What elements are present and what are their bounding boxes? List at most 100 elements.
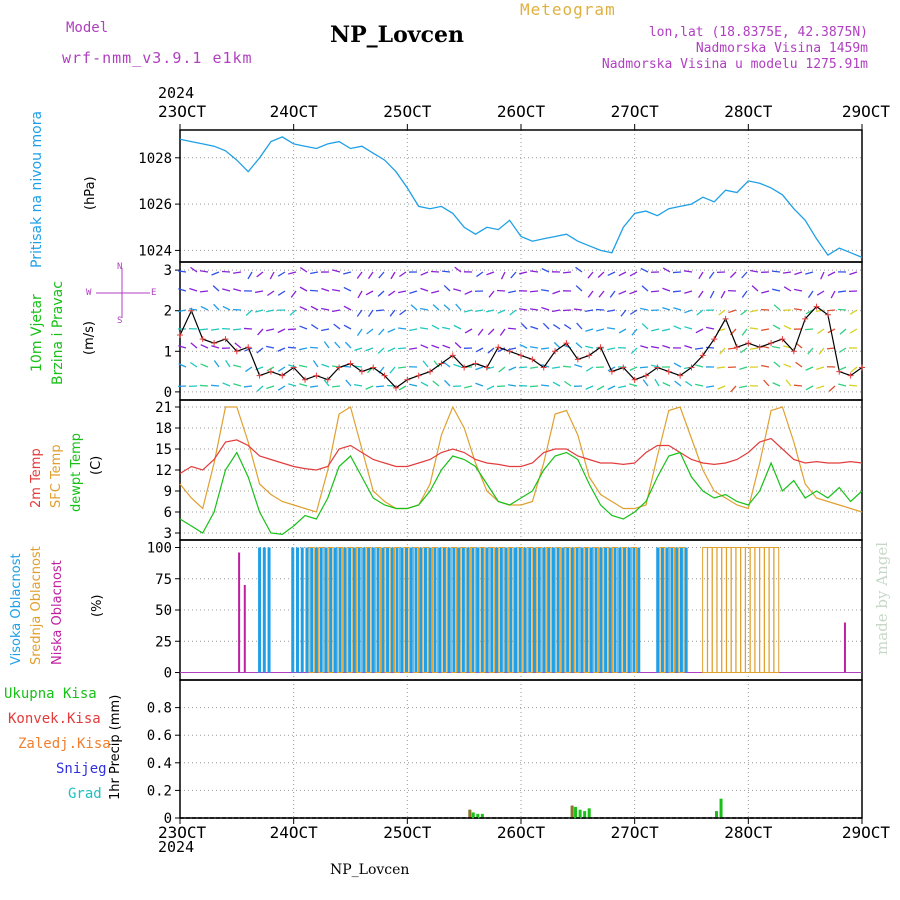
y-tick-label: 12 <box>155 463 172 479</box>
wind-arrow <box>772 382 781 387</box>
wind-arrow <box>705 385 715 388</box>
x-tick-label-bottom: 28OCT <box>724 823 773 842</box>
wind-arrow <box>519 271 528 275</box>
wind-arrow <box>785 379 792 387</box>
wind-arrow <box>408 347 418 350</box>
bar-precip-conv <box>570 805 574 818</box>
wind-arrow <box>442 326 451 330</box>
wind-arrow <box>486 271 495 276</box>
compass-e: E <box>151 288 157 298</box>
wind-arrow <box>365 347 374 352</box>
wind-arrow <box>310 271 319 275</box>
bar-high-cloud <box>343 547 347 673</box>
model-label: Model <box>66 20 109 36</box>
wind-arrow <box>277 290 286 296</box>
wind-arrow <box>720 290 726 299</box>
wind-arrow <box>684 290 693 294</box>
bar-high-cloud <box>556 547 560 673</box>
wind-arrow <box>431 344 440 349</box>
wind-arrow <box>827 271 836 277</box>
wind-arrow <box>640 307 649 311</box>
x-tick-label-top: 25OCT <box>383 102 432 121</box>
elevation-label: Nadmorska Visina 1459m <box>695 41 868 56</box>
wind-arrow <box>266 345 275 349</box>
y-tick-label: 0 <box>164 666 172 682</box>
bar-high-cloud <box>570 547 574 673</box>
wind-arrow <box>761 364 770 368</box>
wind-arrow <box>498 366 506 373</box>
wind-arrow <box>793 384 803 387</box>
wind-arrow <box>662 382 671 387</box>
y-tick-label: 0.2 <box>147 783 172 799</box>
wind-arrow <box>587 271 594 279</box>
y-tick-label: 0.6 <box>147 728 172 744</box>
wind-arrow <box>397 366 407 369</box>
bar-high-cloud <box>386 547 390 673</box>
bar-mid-cloud <box>545 547 552 673</box>
wind-arrow <box>640 345 649 349</box>
wind-arrow <box>343 286 352 292</box>
wind-arrow <box>730 385 737 393</box>
wind-arrow <box>541 267 550 273</box>
wind-arrow <box>455 303 462 311</box>
bar-high-cloud <box>333 547 337 673</box>
wind-speed-point <box>290 364 297 371</box>
wind-arrow <box>607 385 616 390</box>
wind-arrow <box>190 342 198 349</box>
wind-speed-point <box>347 360 354 367</box>
bar-high-cloud <box>348 547 352 673</box>
cloud-label-1: Visoka Oblacnost <box>9 553 24 665</box>
bar-high-cloud <box>656 547 660 673</box>
bar-mid-cloud <box>365 547 372 673</box>
x-tick-label-bottom: 29OCT <box>842 823 891 842</box>
bar-mid-cloud <box>375 547 382 673</box>
wind-arrow <box>388 290 396 297</box>
wind-arrow <box>750 309 759 313</box>
wind-speed-point <box>199 336 206 343</box>
bar-low-cloud <box>843 622 846 673</box>
wind-arrow <box>332 269 341 273</box>
wind-arrow <box>288 383 297 387</box>
bar-high-cloud <box>518 547 522 673</box>
bar-mid-cloud <box>678 547 685 673</box>
bar-high-cloud <box>580 547 584 673</box>
wind-arrow <box>662 306 671 311</box>
wind-arrow <box>672 271 682 274</box>
bar-high-cloud <box>329 547 333 673</box>
wind-arrow <box>422 360 429 368</box>
wind-arrow <box>849 309 858 315</box>
wind-arrow <box>727 347 737 350</box>
wind-arrow <box>233 364 242 368</box>
bar-high-cloud <box>310 547 314 673</box>
wind-arrow <box>255 290 264 294</box>
bar-high-cloud <box>632 547 636 673</box>
wind-arrow <box>696 309 704 316</box>
wind-arrow <box>453 324 462 330</box>
wind-arrow <box>398 385 407 391</box>
wind-arrow <box>654 378 660 387</box>
wind-arrow <box>629 290 638 295</box>
wind-arrow <box>464 385 473 389</box>
wind-arrow <box>488 290 495 298</box>
wind-arrow <box>266 309 275 313</box>
pressure-label: Pritisak na nivou mora <box>29 110 45 268</box>
wind-arrow <box>552 324 561 330</box>
bar-mid-cloud <box>412 547 419 673</box>
bar-high-cloud <box>357 547 361 673</box>
wind-arrow <box>741 328 748 336</box>
wind-arrow <box>299 325 308 330</box>
wind-arrow <box>551 366 561 369</box>
wind-arrow <box>740 309 748 316</box>
wind-arrow <box>500 271 506 280</box>
wind-arrow <box>518 366 528 369</box>
wind-arrow <box>552 290 561 295</box>
bar-high-cloud <box>528 547 532 673</box>
temp-label-3: dewpt Temp <box>69 432 84 512</box>
wind-speed-point <box>836 368 843 375</box>
y-tick-label: 18 <box>155 421 172 437</box>
bar-high-cloud <box>319 547 323 673</box>
bar-high-cloud <box>495 547 499 673</box>
wind-arrow <box>573 308 583 311</box>
legend-hail: Grad <box>68 786 102 802</box>
wind-speed-point <box>313 372 320 379</box>
